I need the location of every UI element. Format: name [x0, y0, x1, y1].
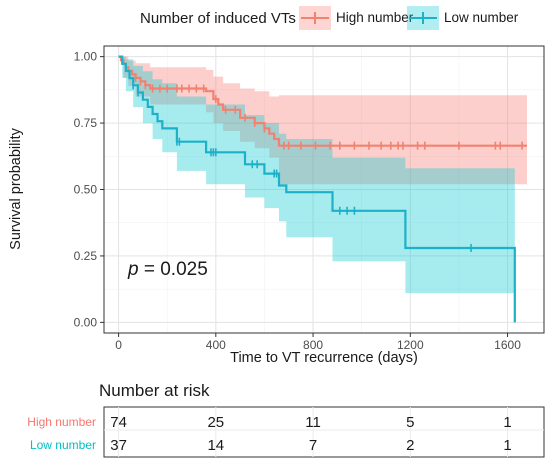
- p-value-annotation: p = 0.025: [127, 259, 208, 280]
- y-axis-title: Survival probability: [8, 127, 24, 249]
- x-tick-label: 400: [206, 338, 226, 352]
- x-tick-label: 1200: [397, 338, 424, 352]
- risk-row-label-high-number: High number: [27, 415, 96, 429]
- risk-cell-high-number: 5: [406, 414, 414, 431]
- legend: Number of induced VTs High number Low nu…: [140, 6, 519, 30]
- x-axis: 0 400 800 1200 1600: [115, 333, 521, 352]
- legend-title: Number of induced VTs: [140, 10, 296, 27]
- y-tick-label: 0.00: [74, 315, 98, 329]
- x-tick-label: 800: [303, 338, 323, 352]
- risk-table: Number at risk High number Low number 74…: [27, 381, 545, 458]
- plot-panel: [103, 45, 545, 334]
- risk-table-cells: 74 25 11 5 1 37 14 7 2 1: [110, 414, 511, 454]
- legend-label-low-number: Low number: [444, 10, 519, 25]
- y-tick-label: 0.50: [74, 183, 98, 197]
- y-tick-label: 0.25: [74, 249, 98, 263]
- risk-cell-low-number: 1: [503, 437, 511, 454]
- x-axis-title: Time to VT recurrence (days): [230, 350, 418, 366]
- p-value-text: = 0.025: [139, 259, 208, 280]
- risk-cell-low-number: 14: [207, 437, 224, 454]
- survival-curves: [118, 55, 527, 323]
- x-tick-label: 0: [115, 338, 122, 352]
- risk-cell-high-number: 25: [207, 414, 224, 431]
- risk-cell-high-number: 11: [305, 414, 321, 431]
- risk-cell-high-number: 1: [503, 414, 511, 431]
- p-value-symbol: p: [127, 259, 139, 280]
- censor-marks: [132, 73, 523, 252]
- legend-key-low-number: [407, 6, 439, 30]
- legend-key-high-number: [299, 6, 331, 30]
- x-tick-label: 1600: [494, 338, 521, 352]
- y-tick-label: 0.75: [74, 116, 98, 130]
- survival-curve-high-number: [118, 55, 527, 147]
- y-tick-label: 1.00: [74, 50, 98, 64]
- confidence-band-low-number: [118, 56, 515, 294]
- legend-label-high-number: High number: [336, 10, 414, 25]
- survival-curve-low-number: [118, 55, 516, 323]
- risk-cell-low-number: 2: [406, 437, 414, 454]
- risk-cell-high-number: 74: [110, 414, 127, 431]
- confidence-band-high-number: [118, 56, 527, 185]
- risk-table-title: Number at risk: [99, 381, 210, 400]
- confidence-bands: [118, 56, 527, 294]
- risk-cell-low-number: 7: [309, 437, 317, 454]
- y-axis: 0.00 0.25 0.50 0.75 1.00: [74, 50, 104, 329]
- risk-row-label-low-number: Low number: [30, 438, 96, 452]
- risk-table-gridlines: [104, 407, 544, 457]
- risk-table-border: [103, 406, 545, 458]
- risk-cell-low-number: 37: [110, 437, 127, 454]
